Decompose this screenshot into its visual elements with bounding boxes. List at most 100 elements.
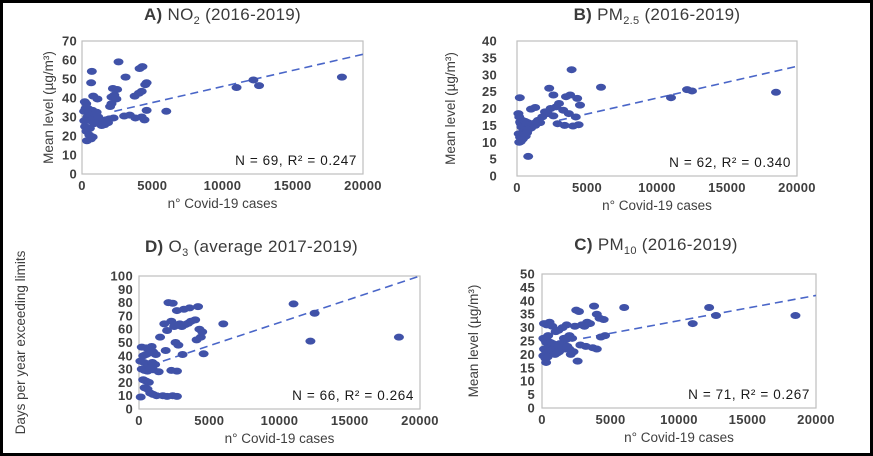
data-point [173,341,184,349]
y-tick-label: 100 [110,269,133,284]
trend-line [114,53,364,113]
x-axis-label: n° Covid-19 cases [168,196,278,211]
data-point [153,368,164,376]
data-point [548,112,559,120]
x-tick-label: 5000 [194,413,224,428]
data-point [561,321,572,329]
x-tick-label: 5000 [572,180,602,195]
data-point [530,103,541,111]
y-tick-label: 15 [482,118,497,133]
data-point [159,320,170,328]
x-axis-label: n° Covid-19 cases [624,430,734,445]
panel-title: B) PM2.5 (2016-2019) [517,5,797,27]
x-tick-label: 15000 [331,413,369,428]
data-point [178,305,189,313]
x-tick-label: 0 [78,178,86,193]
y-tick-label: 70 [118,308,133,323]
y-tick-label: 20 [62,129,77,144]
data-point [545,105,556,112]
data-point [591,345,602,353]
data-point [106,100,117,108]
x-tick-label: 0 [538,412,546,427]
data-point [543,332,554,340]
data-point [542,353,553,361]
data-point [522,129,533,137]
data-point [140,81,151,89]
data-point [161,107,172,115]
data-point [141,106,152,114]
y-tick-label: 15 [520,360,535,375]
data-point [619,304,630,311]
y-tick-label: 70 [62,34,77,49]
data-point [136,87,147,95]
data-point [548,91,559,99]
data-point [569,322,580,330]
data-point [305,337,316,345]
y-tick-label: 30 [62,110,77,125]
pollutant-name: O [168,237,183,256]
data-point [573,121,584,129]
data-point [197,328,208,336]
y-tick-label: 35 [520,307,535,322]
data-point [523,152,534,160]
panel-title: A) NO2 (2016-2019) [82,5,363,27]
trend-line [162,275,421,362]
y-tick-label: 30 [520,320,535,335]
data-point [248,76,259,84]
y-tick-label: 40 [62,91,77,106]
data-point [169,323,180,331]
plot-area [138,275,421,410]
trend-line [582,294,817,340]
data-point [86,67,97,75]
data-point [309,309,320,317]
stats-annotation: N = 62, R² = 0.340 [669,155,791,170]
y-tick-label: 40 [482,34,497,49]
title-period: (2016-2019) [639,5,741,24]
pollutant-subscript: 2 [193,15,201,27]
data-point [231,84,242,92]
title-period: (2016-2019) [636,235,738,254]
y-axis-label: Mean level (µg/m³) [466,285,481,398]
data-point [570,113,581,121]
y-tick-label: 10 [520,374,535,389]
trend-line [558,65,798,122]
data-point [195,333,206,341]
y-tick-label: 10 [118,388,133,403]
data-point [573,308,584,316]
data-point [119,112,130,120]
data-point [514,94,525,102]
y-tick-label: 5 [527,387,535,402]
data-point [120,73,131,81]
data-point [565,91,576,99]
y-tick-label: 50 [62,72,77,87]
data-point [288,300,299,308]
panel-no2: A) NO2 (2016-2019) 0 10 20 30 40 50 60 70 0 5000 10… [3,3,439,229]
data-point [193,303,204,311]
data-point [580,342,591,350]
x-tick-label: 15000 [274,178,312,193]
x-axis-label: n° Covid-19 cases [602,198,712,213]
y-tick-label: 0 [69,167,77,182]
data-point [572,94,583,102]
title-period: (average 2017-2019) [188,237,358,256]
x-tick-label: 20000 [344,178,382,193]
data-point [171,392,182,400]
x-tick-label: 10000 [638,180,676,195]
data-point [600,332,611,340]
data-point [598,316,609,324]
x-tick-label: 20000 [778,180,816,195]
y-tick-label: 10 [482,135,497,150]
y-tick-label: 50 [118,335,133,350]
data-point [790,312,801,320]
data-point [704,304,715,311]
data-point [579,322,590,330]
y-tick-label: 20 [482,101,497,116]
data-point [155,333,166,341]
y-tick-label: 0 [125,402,133,417]
stats-annotation: N = 71, R² = 0.267 [688,387,810,402]
data-point [171,367,182,375]
